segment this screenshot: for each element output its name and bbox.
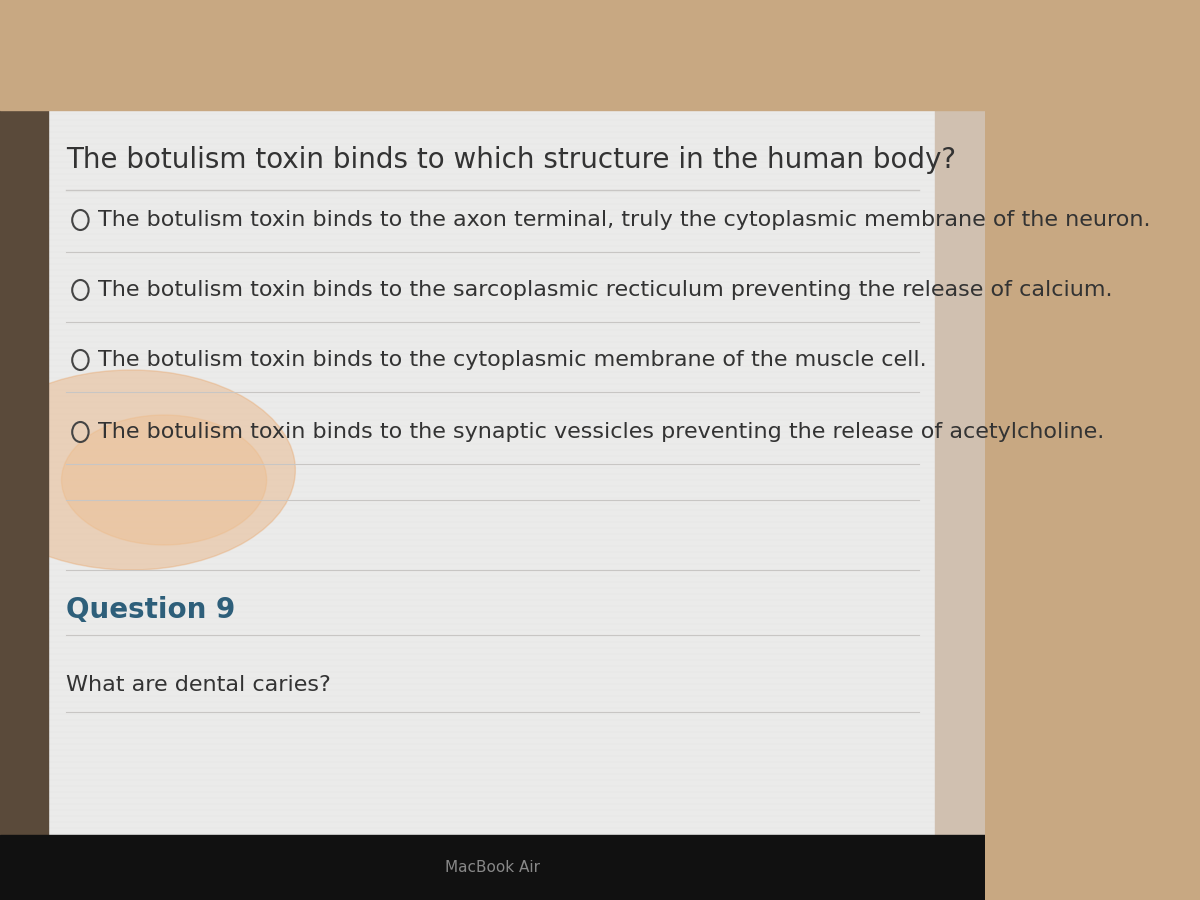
Text: The botulism toxin binds to the cytoplasmic membrane of the muscle cell.: The botulism toxin binds to the cytoplas… [98, 350, 928, 370]
Text: MacBook Air: MacBook Air [445, 860, 540, 876]
Bar [49, 110, 935, 870]
Bar [0, 65, 48, 835]
Bar [0, 0, 984, 110]
Text: The botulism toxin binds to the sarcoplasmic recticulum preventing the release o: The botulism toxin binds to the sarcopla… [98, 280, 1112, 300]
Text: The botulism toxin binds to the axon terminal, truly the cytoplasmic membrane of: The botulism toxin binds to the axon ter… [98, 210, 1151, 230]
Text: The botulism toxin binds to which structure in the human body?: The botulism toxin binds to which struct… [66, 146, 955, 174]
Ellipse shape [61, 415, 266, 545]
Text: Question 9: Question 9 [66, 596, 235, 624]
Text: The botulism toxin binds to the synaptic vessicles preventing the release of ace: The botulism toxin binds to the synaptic… [98, 422, 1105, 442]
Ellipse shape [0, 370, 295, 570]
Bar [935, 65, 984, 835]
Bar [0, 835, 984, 900]
Text: What are dental caries?: What are dental caries? [66, 675, 330, 695]
